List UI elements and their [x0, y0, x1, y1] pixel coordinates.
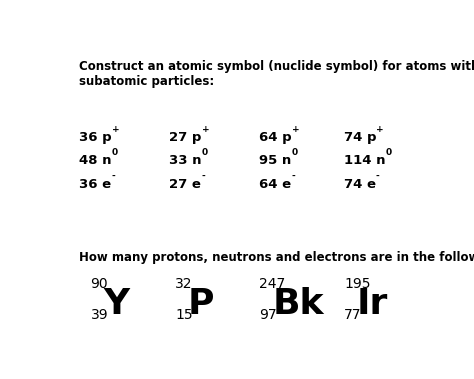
- Text: 36 p: 36 p: [80, 131, 112, 144]
- Text: Y: Y: [103, 287, 129, 321]
- Text: Bk: Bk: [272, 287, 324, 321]
- Text: +: +: [292, 125, 300, 134]
- Text: 64 e: 64 e: [259, 178, 292, 191]
- Text: 27 e: 27 e: [169, 178, 201, 191]
- Text: 114 n: 114 n: [344, 154, 385, 167]
- Text: +: +: [202, 125, 210, 134]
- Text: 97: 97: [259, 309, 277, 323]
- Text: 15: 15: [175, 309, 192, 323]
- Text: -: -: [201, 171, 205, 180]
- Text: Ir: Ir: [357, 287, 388, 321]
- Text: 90: 90: [91, 277, 108, 291]
- Text: -: -: [376, 171, 380, 180]
- Text: -: -: [111, 171, 115, 180]
- Text: 32: 32: [175, 277, 192, 291]
- Text: P: P: [188, 287, 214, 321]
- Text: 27 p: 27 p: [169, 131, 202, 144]
- Text: 247: 247: [259, 277, 286, 291]
- Text: 0: 0: [112, 148, 118, 157]
- Text: 74 e: 74 e: [344, 178, 376, 191]
- Text: 0: 0: [292, 148, 298, 157]
- Text: 33 n: 33 n: [169, 154, 202, 167]
- Text: +: +: [376, 125, 384, 134]
- Text: 77: 77: [344, 309, 362, 323]
- Text: 74 p: 74 p: [344, 131, 376, 144]
- Text: 64 p: 64 p: [259, 131, 292, 144]
- Text: How many protons, neutrons and electrons are in the following atoms:: How many protons, neutrons and electrons…: [80, 251, 474, 264]
- Text: 48 n: 48 n: [80, 154, 112, 167]
- Text: 195: 195: [344, 277, 371, 291]
- Text: 0: 0: [202, 148, 208, 157]
- Text: 95 n: 95 n: [259, 154, 292, 167]
- Text: 39: 39: [91, 309, 108, 323]
- Text: 36 e: 36 e: [80, 178, 111, 191]
- Text: Construct an atomic symbol (nuclide symbol) for atoms with the following
subatom: Construct an atomic symbol (nuclide symb…: [80, 60, 474, 88]
- Text: -: -: [292, 171, 295, 180]
- Text: +: +: [112, 125, 120, 134]
- Text: 0: 0: [385, 148, 392, 157]
